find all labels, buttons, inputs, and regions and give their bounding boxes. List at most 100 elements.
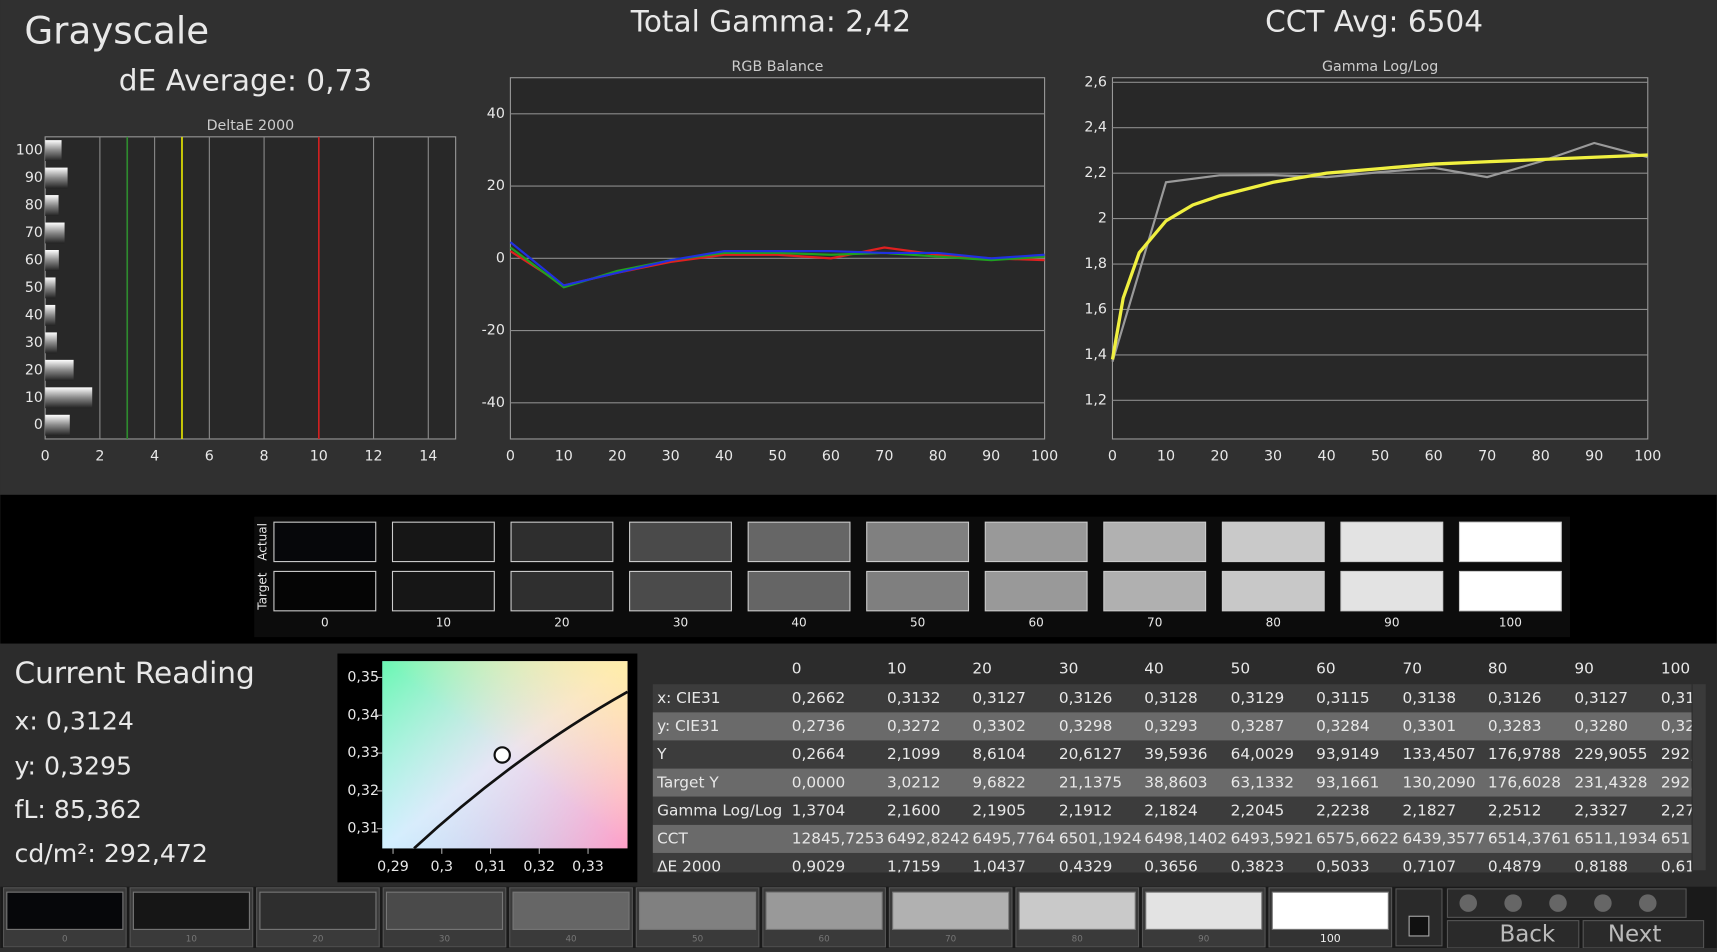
patch-swatch [6,891,124,930]
table-cell: 1,3704 [792,801,846,819]
button-label: 50 [692,935,703,945]
x-tick-label: 0,33 [572,859,604,875]
column-header: 10 [887,659,907,677]
bar [45,195,59,216]
y-tick-label: 50 [25,280,43,296]
patch-swatch [132,891,250,930]
x-tick-label: 30 [662,448,680,464]
target-patch [866,570,970,612]
total-gamma: Total Gamma: 2,42 [630,4,911,38]
table-cell: 0,3127 [972,689,1026,707]
table-cell: Target Y [656,773,719,791]
target-patch [629,570,732,612]
column-header: 20 [972,659,992,677]
icon[interactable] [1504,894,1522,912]
table-cell: 0,32 [1661,717,1695,735]
table-cell: 3,0212 [887,773,941,791]
bar [45,249,59,271]
patch-label: 100 [1499,615,1522,629]
table-cell: 6492,8242 [887,830,970,848]
table-cell: 2,3327 [1574,801,1628,819]
table-cell: 0,2662 [792,689,846,707]
target-patch [1340,570,1444,612]
table-cell: Y [656,745,667,763]
de-average: dE Average: 0,73 [119,64,372,98]
x-tick-label: 60 [1425,448,1443,464]
table-cell: 39,5936 [1144,745,1207,763]
x-tick-label: 50 [768,448,786,464]
bar [45,387,93,409]
icon[interactable] [1639,894,1657,912]
table-row [652,684,1692,713]
x-tick-label: 0 [41,448,50,464]
column-header: 100 [1661,659,1690,677]
table-cell: 93,1661 [1316,773,1379,791]
table-cell: 176,9788 [1488,745,1561,763]
table-cell: 0,3128 [1144,689,1198,707]
y-tick-label: 0,31 [347,821,379,837]
patch-label: 90 [1384,615,1399,629]
y-tick-label: 1,6 [1084,301,1107,317]
y-tick-label: 20 [487,178,505,194]
patch-swatch [259,891,377,930]
button-label: 60 [819,935,830,945]
target-patch [1221,570,1325,612]
x-tick-label: 10 [310,448,328,464]
patch-label: 10 [436,615,451,629]
button-label: 0 [62,935,68,945]
patch-label: 0 [321,615,329,629]
table-cell: 0,7107 [1403,858,1457,876]
y-tick-label: 70 [25,225,43,241]
y-tick-label: 100 [16,143,43,159]
table-cell: 6493,5921 [1231,830,1314,848]
target-patch [273,570,377,612]
table-cell: 6501,1924 [1059,830,1142,848]
table-cell: 0,4329 [1059,858,1113,876]
table-cell: 0,3126 [1488,689,1542,707]
icon[interactable] [1459,894,1477,912]
table-row [652,852,1692,873]
reading-title: Current Reading [14,656,254,690]
bar [45,304,56,326]
button-label: 10 [186,935,197,945]
x-tick-label: 20 [1210,448,1228,464]
table-cell: 0,3132 [887,689,941,707]
table-cell: 292, [1661,773,1695,791]
actual-patch [984,521,1088,563]
table-cell: 0,3293 [1144,717,1198,735]
target-patch [510,570,614,612]
actual-patch [1103,521,1207,563]
y-tick-label: 20 [25,362,43,378]
table-cell: 231,4328 [1574,773,1647,791]
actual-patch [1458,521,1562,563]
table-cell: 0,3138 [1403,689,1457,707]
actual-patch [866,521,970,563]
button-label: 20 [312,935,323,945]
plot-area [44,136,457,440]
table-cell: 0,3823 [1231,858,1285,876]
table-cell: 0,3302 [972,717,1026,735]
icon[interactable] [1594,894,1612,912]
next-label: Next [1608,921,1662,947]
reading-fl: fL: 85,362 [14,795,141,824]
chart-title: Gamma Log/Log [1322,59,1438,75]
column-header: 40 [1144,659,1163,677]
icon[interactable] [1549,894,1567,912]
y-tick-label: 0,33 [347,745,379,761]
x-tick-label: 20 [608,448,626,464]
patch-swatch [892,891,1010,930]
y-tick-label: 80 [25,198,43,214]
stop-icon [1408,915,1430,937]
patch-swatch [639,891,757,930]
y-tick-label: 40 [25,307,43,323]
x-tick-label: 70 [1478,448,1496,464]
y-tick-label: 0,35 [347,669,379,685]
actual-patch [1340,521,1444,563]
x-tick-label: 4 [150,448,159,464]
table-cell: 6511,1934 [1574,830,1657,848]
x-tick-label: 2 [95,448,104,464]
y-tick-label: 30 [25,335,43,351]
bar [45,277,56,299]
patch-label: 40 [791,615,806,629]
